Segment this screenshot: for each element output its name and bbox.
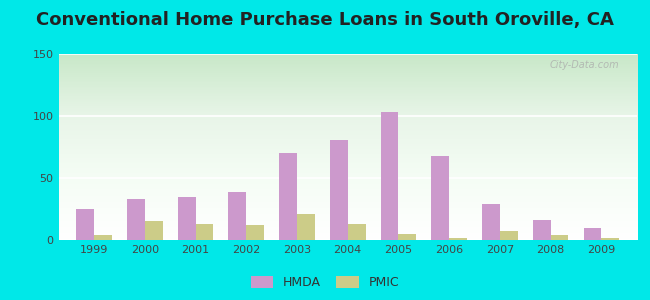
Text: City-Data.com: City-Data.com	[550, 60, 619, 70]
Bar	[280, 153, 297, 240]
Bar	[584, 228, 601, 240]
Bar	[533, 220, 551, 240]
Bar	[500, 231, 518, 240]
Bar	[94, 235, 112, 240]
Bar	[601, 238, 619, 240]
Bar	[551, 235, 569, 240]
Bar	[482, 204, 500, 240]
Bar	[127, 199, 145, 240]
Bar	[246, 225, 264, 240]
Text: Conventional Home Purchase Loans in South Oroville, CA: Conventional Home Purchase Loans in Sout…	[36, 11, 614, 28]
Bar	[196, 224, 213, 240]
Bar	[432, 156, 449, 240]
Bar	[76, 209, 94, 240]
Bar	[229, 192, 246, 240]
Bar	[449, 238, 467, 240]
Legend: HMDA, PMIC: HMDA, PMIC	[246, 271, 404, 294]
Bar	[381, 112, 398, 240]
Bar	[145, 221, 162, 240]
Bar	[398, 234, 416, 240]
Bar	[348, 224, 365, 240]
Bar	[177, 196, 196, 240]
Bar	[330, 140, 348, 240]
Bar	[297, 214, 315, 240]
